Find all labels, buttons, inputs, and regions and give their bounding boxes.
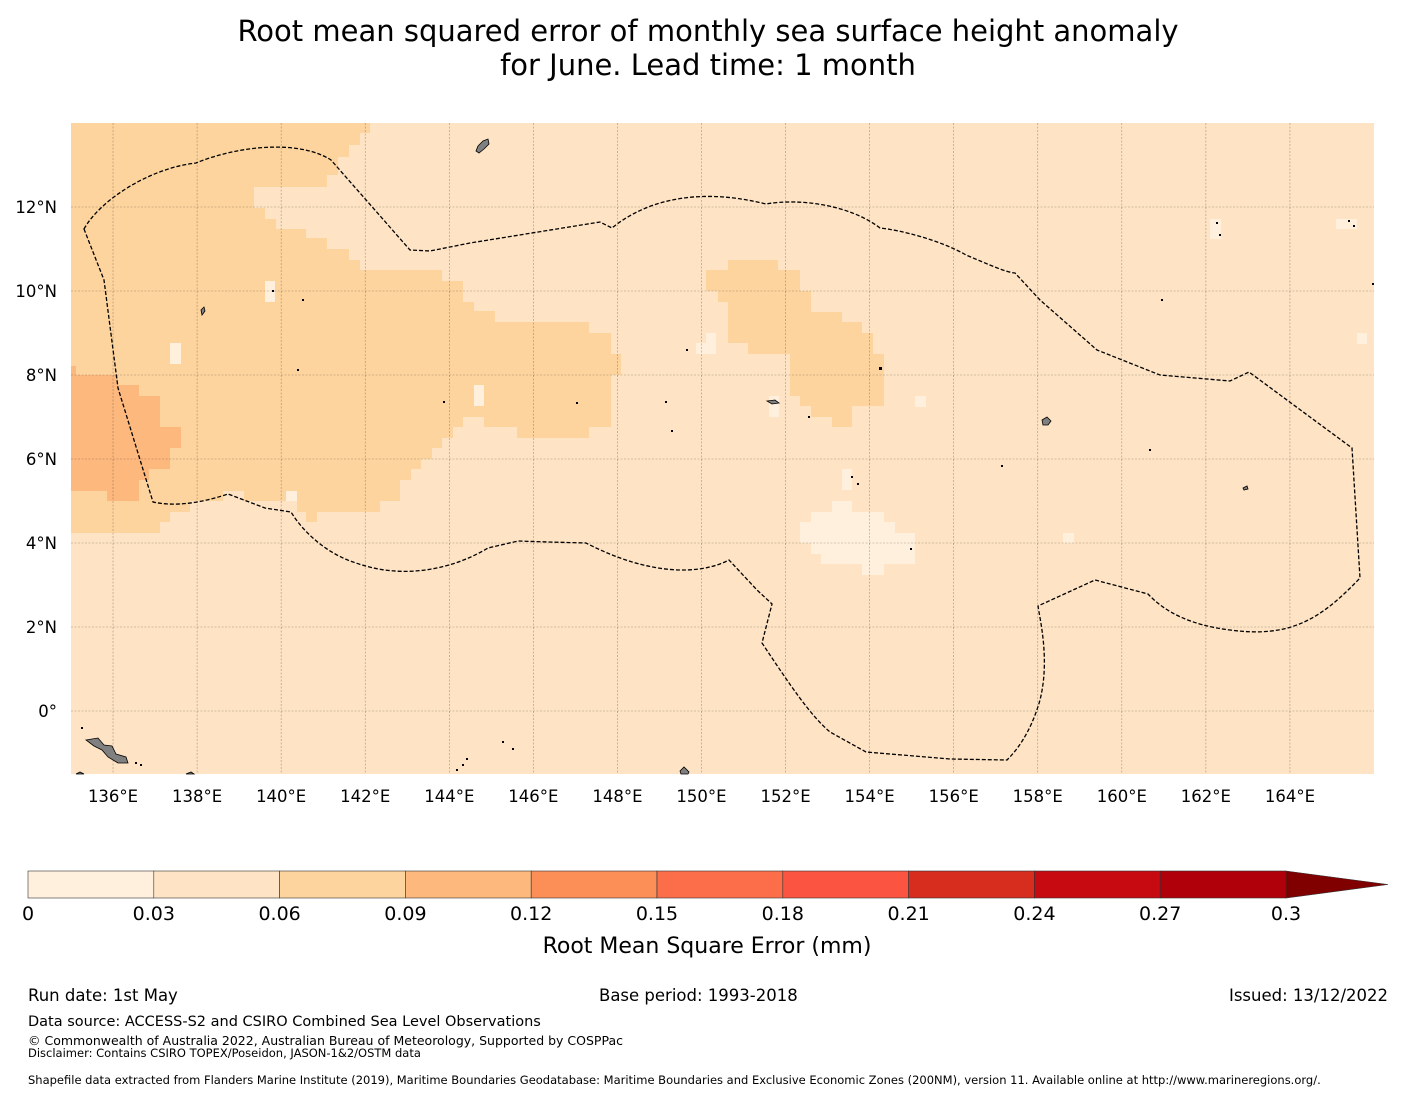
lon-label: 164°E	[1265, 787, 1315, 806]
island-palau	[200, 306, 206, 316]
colorbar-label: Root Mean Square Error (mm)	[543, 934, 872, 959]
island-sw-edge	[75, 771, 85, 775]
colorbar-tick-label: 0.27	[1139, 903, 1181, 925]
colorbar-bin	[908, 870, 1035, 899]
latitude-labels: 12°N 10°N 8°N 6°N 4°N 2°N 0°	[15, 198, 57, 721]
graticule	[71, 123, 1374, 774]
atoll-dots	[81, 220, 1374, 771]
lat-label: 12°N	[15, 198, 57, 217]
colorbar-tick-label: 0.12	[510, 903, 552, 925]
longitude-labels: 136°E 138°E 140°E 142°E 144°E 146°E 148°E 150°E…	[88, 787, 1315, 806]
lon-label: 146°E	[508, 787, 558, 806]
rmse-region-0-09-0-12	[71, 366, 181, 501]
colorbar-tick-label: 0.24	[1013, 903, 1055, 925]
rmse-small-patches	[170, 219, 1367, 543]
lon-label: 140°E	[256, 787, 306, 806]
title-line-2: for June. Lead time: 1 month	[500, 48, 916, 82]
lon-label: 142°E	[340, 787, 390, 806]
colorbar-bin	[405, 870, 532, 899]
lon-label: 156°E	[929, 787, 979, 806]
colorbar-bin	[279, 870, 406, 899]
lon-label: 144°E	[424, 787, 474, 806]
issued-date: Issued: 13/12/2022	[1228, 986, 1388, 1005]
colorbar-tick-label: 0.03	[133, 903, 175, 925]
lon-label: 158°E	[1013, 787, 1063, 806]
data-source: Data source: ACCESS-S2 and CSIRO Combine…	[28, 1014, 541, 1030]
lon-label: 160°E	[1097, 787, 1147, 806]
lat-label: 8°N	[26, 366, 57, 385]
shapefile-credit: Shapefile data extracted from Flanders M…	[28, 1073, 1321, 1087]
colorbar-bin	[782, 870, 909, 899]
colorbar-bin	[530, 870, 658, 899]
colorbar-tick-label: 0.18	[762, 903, 804, 925]
island-kosrae	[1242, 485, 1249, 491]
lat-label: 10°N	[15, 282, 57, 301]
colorbar-tick-label: 0.3	[1271, 903, 1301, 925]
map-title: Root mean squared error of monthly sea s…	[0, 14, 1416, 82]
run-date: Run date: 1st May	[28, 986, 178, 1005]
colorbar-tick-label: 0.21	[887, 903, 929, 925]
colorbar: 0 0.03 0.06 0.09 0.12 0.15 0.18 0.21 0.24 0.27 0.3	[22, 870, 1389, 925]
lat-label: 0°	[38, 702, 57, 721]
colorbar-bin	[656, 870, 784, 899]
base-period: Base period: 1993-2018	[599, 986, 798, 1005]
lat-label: 4°N	[26, 534, 57, 553]
lon-label: 150°E	[676, 787, 726, 806]
lon-label: 154°E	[845, 787, 895, 806]
disclaimer: Disclaimer: Contains CSIRO TOPEX/Poseido…	[28, 1046, 421, 1060]
lon-label: 138°E	[172, 787, 222, 806]
colorbar-extend-arrow	[1285, 870, 1389, 899]
lat-label: 2°N	[26, 618, 57, 637]
rmse-region-0-06-0-09-west	[71, 123, 621, 533]
colorbar-tick-label: 0.06	[258, 903, 300, 925]
colorbar-tick-label: 0.09	[384, 903, 426, 925]
land-masses	[75, 138, 1249, 775]
copyright-notice: © Commonwealth of Australia 2022, Austra…	[28, 1033, 623, 1048]
title-line-1: Root mean squared error of monthly sea s…	[237, 14, 1179, 48]
colorbar-bin	[153, 870, 280, 899]
colorbar-tick-label: 0	[22, 903, 34, 925]
lon-label: 148°E	[592, 787, 642, 806]
map-panel	[71, 123, 1374, 775]
rmse-region-0-06-0-09-central	[706, 260, 884, 427]
lon-label: 162°E	[1181, 787, 1231, 806]
island-guam	[475, 138, 490, 154]
colorbar-bin	[1159, 870, 1287, 899]
lat-label: 6°N	[26, 450, 57, 469]
island-manus	[679, 766, 690, 775]
island-new-guinea-north	[85, 737, 129, 764]
eez-boundary	[83, 146, 1361, 761]
island-south-edge	[185, 771, 196, 775]
rmse-region-0-00-0-03-south	[800, 501, 915, 575]
island-chuuk	[765, 399, 781, 405]
lon-label: 152°E	[760, 787, 810, 806]
colorbar-bin	[27, 870, 155, 899]
colorbar-tick-label: 0.15	[636, 903, 678, 925]
island-pohnpei	[1041, 416, 1052, 426]
lon-label: 136°E	[88, 787, 138, 806]
colorbar-bin	[1034, 870, 1161, 899]
